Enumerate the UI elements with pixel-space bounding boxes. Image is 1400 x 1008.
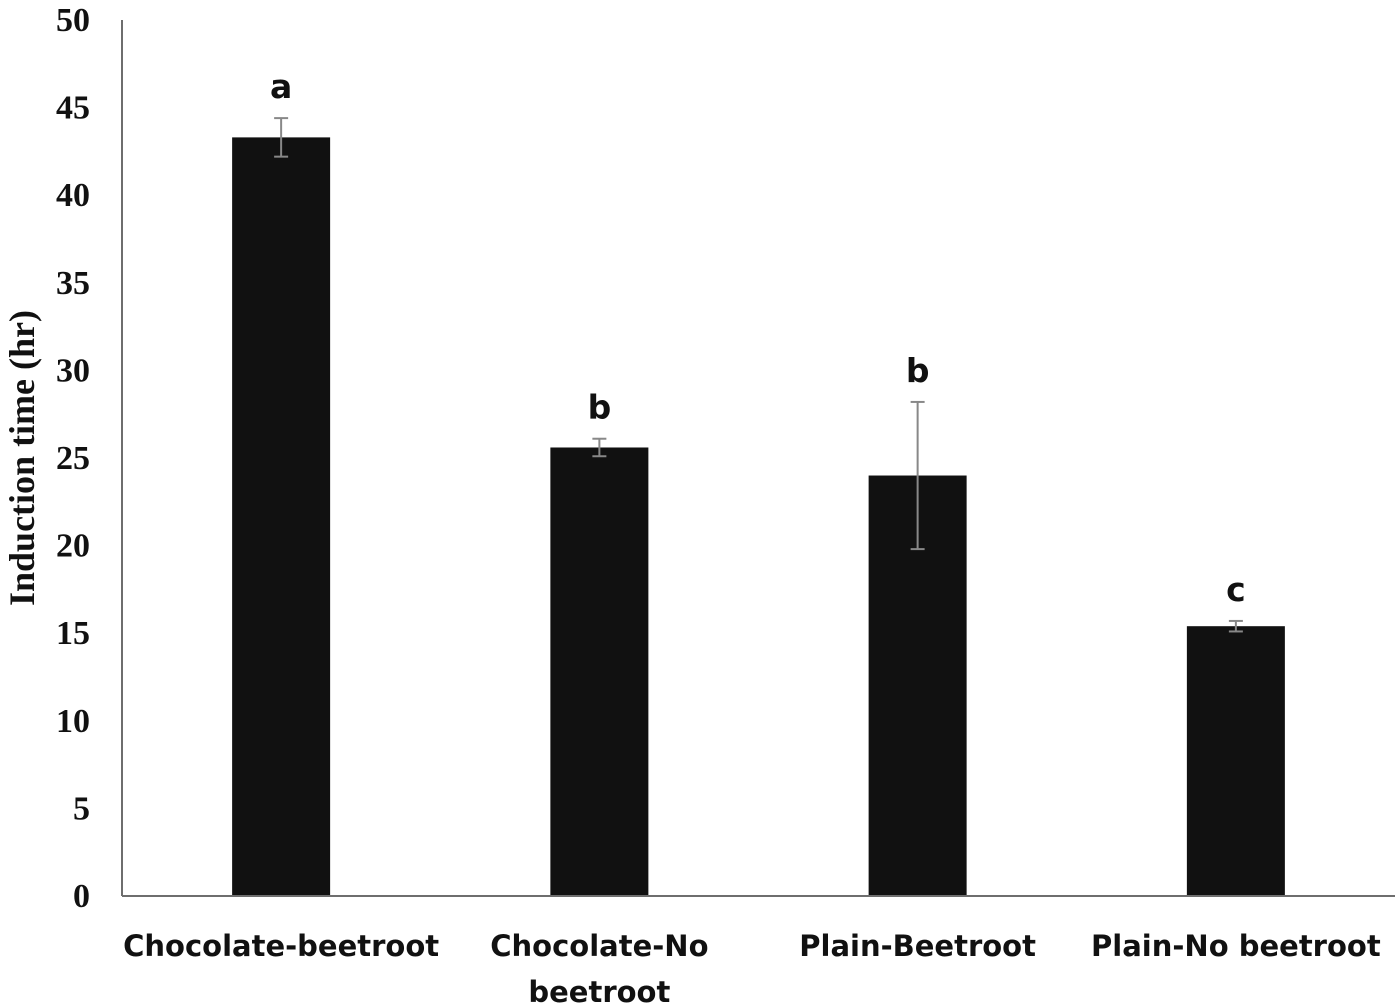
y-tick-label: 25 [56, 440, 90, 477]
significance-letter: b [588, 388, 612, 427]
significance-letter: b [906, 351, 930, 390]
bar [232, 137, 331, 896]
y-tick-label: 35 [56, 265, 90, 302]
x-category-label: Chocolate-No [490, 929, 708, 963]
x-category-label: Chocolate-beetroot [123, 929, 439, 963]
y-tick-label: 30 [56, 352, 90, 389]
y-tick-label: 0 [73, 878, 90, 915]
y-tick-label: 50 [56, 2, 90, 39]
bar [550, 447, 649, 896]
y-tick-label: 20 [56, 528, 90, 565]
y-tick-label: 5 [73, 790, 90, 827]
x-category-label: Plain-Beetroot [799, 929, 1036, 963]
y-axis-title-group: Induction time (hr) [2, 310, 42, 606]
error-bars [274, 117, 1243, 633]
x-category-label: Plain-No beetroot [1091, 929, 1381, 963]
y-tick-label: 45 [56, 90, 90, 127]
bars [232, 137, 1285, 896]
axes [121, 20, 1395, 897]
y-tick-label: 10 [56, 703, 90, 740]
significance-labels: a b b c [270, 67, 1246, 609]
x-category-label: beetroot [528, 975, 670, 1008]
y-tick-label: 15 [56, 615, 90, 652]
significance-letter: a [270, 67, 292, 106]
bar [1186, 626, 1285, 896]
y-tick-label: 40 [56, 177, 90, 214]
x-axis-category-labels: Chocolate-beetroot Chocolate-No beetroot Pl… [123, 929, 1381, 1008]
y-axis-ticks: 0 5 10 15 20 25 30 35 40 45 50 [56, 2, 90, 915]
significance-letter: c [1226, 570, 1246, 609]
y-axis-title: Induction time (hr) [2, 310, 42, 606]
